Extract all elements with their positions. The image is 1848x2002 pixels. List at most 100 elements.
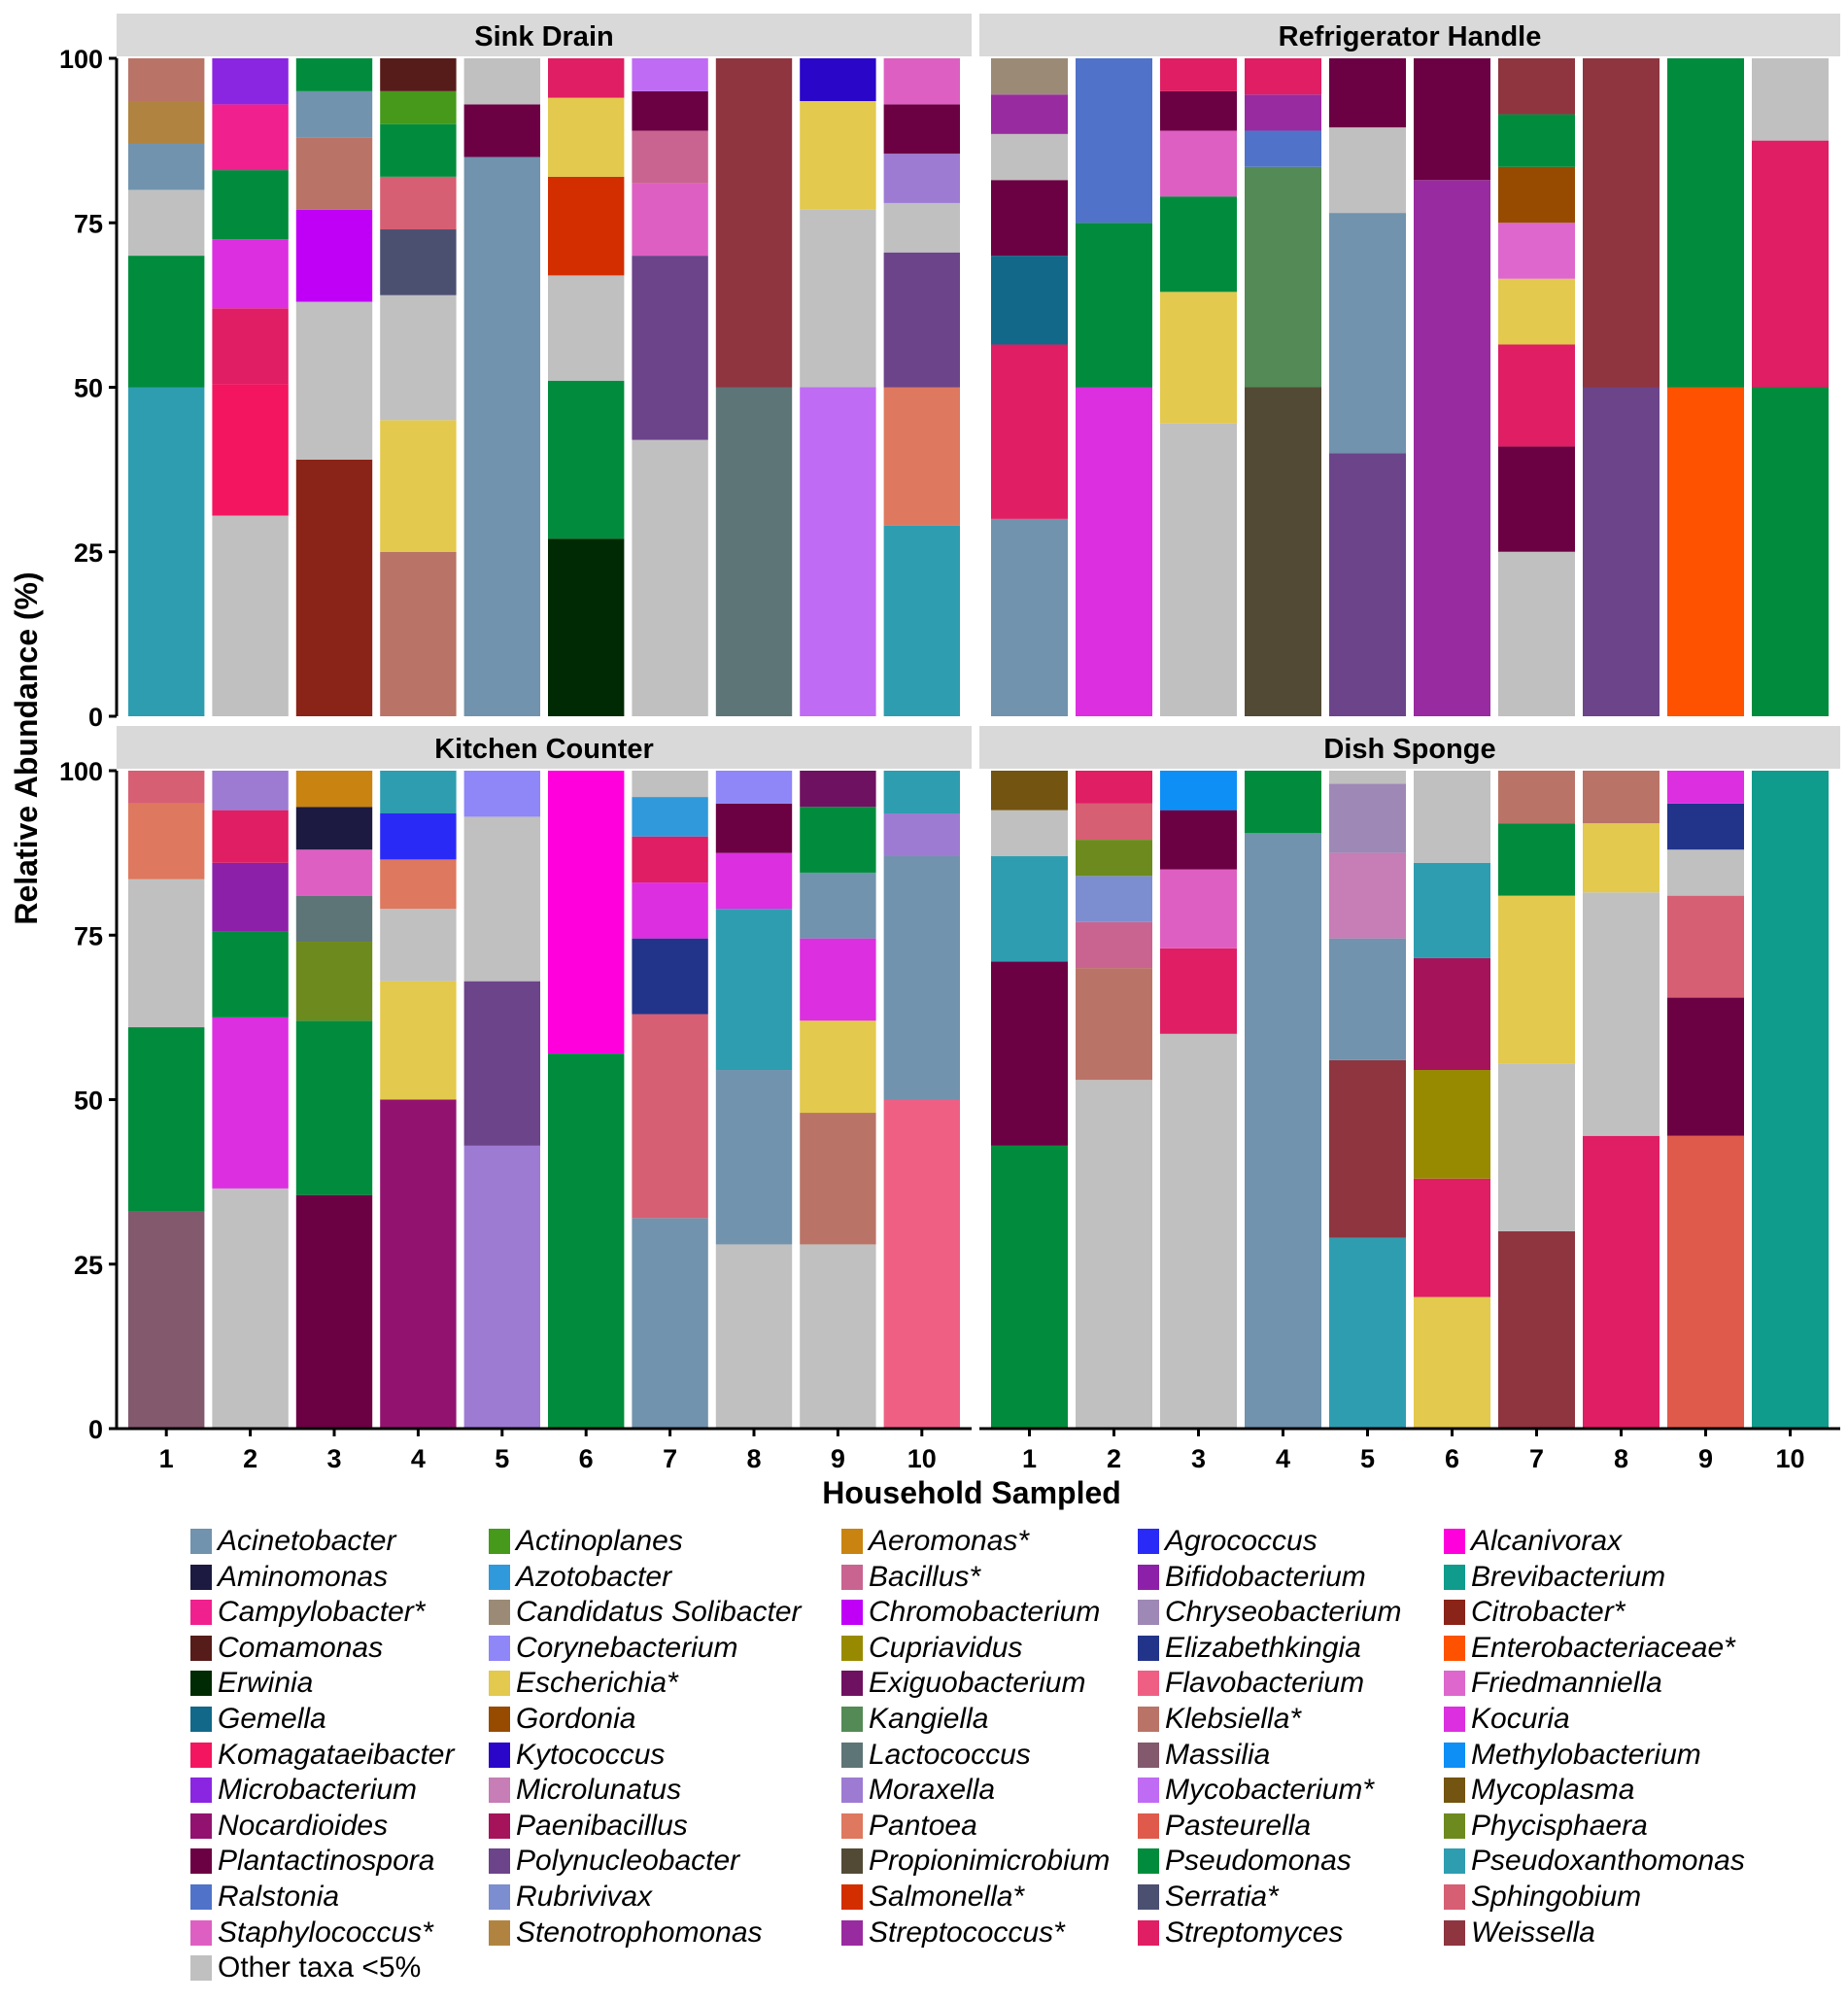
bar-segment	[128, 879, 205, 1028]
bar-segment	[1076, 58, 1152, 224]
y-tick-label: 75	[74, 921, 103, 950]
bar-segment	[1667, 895, 1744, 998]
facet-title: Sink Drain	[474, 21, 613, 52]
legend-swatch	[489, 1919, 510, 1946]
x-tick-label: 7	[1529, 1444, 1544, 1473]
legend-swatch	[190, 1919, 212, 1946]
legend-label: Streptococcus*	[869, 1916, 1065, 1949]
x-axis-title: Household Sampled	[822, 1475, 1121, 1510]
legend-item: Comamonas	[190, 1631, 383, 1666]
legend-item: Komagataeibacter	[190, 1738, 455, 1773]
bar-segment	[715, 852, 793, 910]
legend-item: Lactococcus	[841, 1738, 1031, 1773]
bar-segment	[1329, 783, 1406, 853]
legend-item: Kocuria	[1444, 1702, 1570, 1737]
y-tick-label: 50	[74, 1087, 103, 1116]
bar-segment	[1498, 1230, 1575, 1429]
bar-segment	[715, 58, 793, 388]
bar-segment	[212, 862, 289, 932]
legend-label: Kytococcus	[516, 1738, 666, 1771]
bar-segment	[1414, 771, 1490, 863]
legend-label: Mycoplasma	[1471, 1774, 1635, 1807]
legend-label: Actinoplanes	[516, 1525, 683, 1557]
bar-segment	[883, 58, 960, 105]
bar-segment	[800, 1113, 876, 1245]
bar-segment	[212, 239, 289, 309]
bar-segment	[128, 1211, 205, 1429]
facet-title: Refrigerator Handle	[1279, 21, 1542, 52]
bar-segment	[1160, 90, 1237, 131]
bar-segment	[1498, 166, 1575, 224]
bar-segment	[883, 813, 960, 857]
legend-item: Corynebacterium	[489, 1631, 737, 1666]
bar-segment	[1329, 127, 1406, 214]
legend-label: Flavobacterium	[1165, 1667, 1365, 1700]
legend-item: Nocardioides	[190, 1809, 388, 1844]
legend-label: Weissella	[1471, 1916, 1595, 1949]
legend-swatch	[1444, 1919, 1465, 1946]
bar-segment	[1245, 94, 1321, 131]
bar-segment	[1160, 58, 1237, 91]
bar-segment	[1245, 58, 1321, 95]
bar-segment	[1160, 292, 1237, 424]
y-axis-title: Relative Abundance (%)	[9, 571, 44, 924]
y-tick-label: 0	[88, 703, 103, 732]
legend-swatch	[190, 1848, 212, 1875]
bar-segment	[1414, 1070, 1490, 1179]
bar-segment	[883, 202, 960, 253]
bar-segment	[1498, 278, 1575, 345]
bar-segment	[1667, 771, 1744, 804]
x-tick-label: 5	[1360, 1444, 1375, 1473]
facet-strip	[979, 726, 1840, 769]
legend-item: Staphylococcus*	[190, 1916, 433, 1950]
legend-label: Phycisphaera	[1471, 1809, 1648, 1842]
facet-strip	[117, 14, 972, 56]
bar-segment	[800, 872, 876, 939]
bar-segment	[800, 938, 876, 1021]
legend-label: Bifidobacterium	[1165, 1560, 1366, 1593]
bar-segment	[212, 1188, 289, 1429]
legend-swatch	[1444, 1707, 1465, 1732]
bar-segment	[1583, 1135, 1660, 1429]
legend-item: Sphingobium	[1444, 1880, 1641, 1915]
legend-swatch	[190, 1600, 212, 1626]
bar-segment	[295, 771, 373, 808]
legend-swatch	[489, 1707, 510, 1732]
bar-segment	[1329, 453, 1406, 716]
legend-label: Enterobacteriaceae*	[1471, 1631, 1735, 1664]
bar-segment	[295, 459, 373, 716]
bar-segment	[463, 58, 540, 105]
legend-swatch	[1138, 1564, 1159, 1590]
bar-segment	[1076, 921, 1152, 969]
bar-segment	[1752, 387, 1829, 716]
legend-item: Methylobacterium	[1444, 1738, 1701, 1773]
legend-label: Kangiella	[869, 1703, 989, 1735]
bar-segment	[128, 144, 205, 190]
bar-segment	[1667, 997, 1744, 1136]
legend-item: Other taxa <5%	[190, 1950, 421, 1985]
x-tick-label: 6	[1445, 1444, 1459, 1473]
legend-item: Klebsiella*	[1138, 1702, 1301, 1737]
legend-item: Cupriavidus	[841, 1631, 1022, 1666]
legend-swatch	[190, 1884, 212, 1910]
legend-swatch	[489, 1529, 510, 1554]
bar-segment	[212, 1017, 289, 1189]
bar-segment	[295, 942, 373, 1021]
x-tick-label: 3	[1191, 1444, 1206, 1473]
bar-segment	[800, 101, 876, 210]
bar-segment	[1498, 223, 1575, 279]
bar-segment	[295, 849, 373, 896]
x-tick-label: 9	[831, 1444, 845, 1473]
legend-swatch	[841, 1848, 863, 1875]
legend-label: Staphylococcus*	[218, 1916, 433, 1949]
legend-item: Acinetobacter	[190, 1524, 395, 1559]
bar-segment	[128, 58, 205, 102]
x-tick-label: 4	[411, 1444, 426, 1473]
bar-segment	[548, 538, 625, 716]
bar-segment	[1160, 810, 1237, 870]
bar-segment	[295, 1194, 373, 1429]
legend-label: Chromobacterium	[869, 1596, 1101, 1629]
bar-segment	[800, 387, 876, 716]
bar-segment	[380, 58, 457, 91]
legend-swatch	[841, 1884, 863, 1910]
